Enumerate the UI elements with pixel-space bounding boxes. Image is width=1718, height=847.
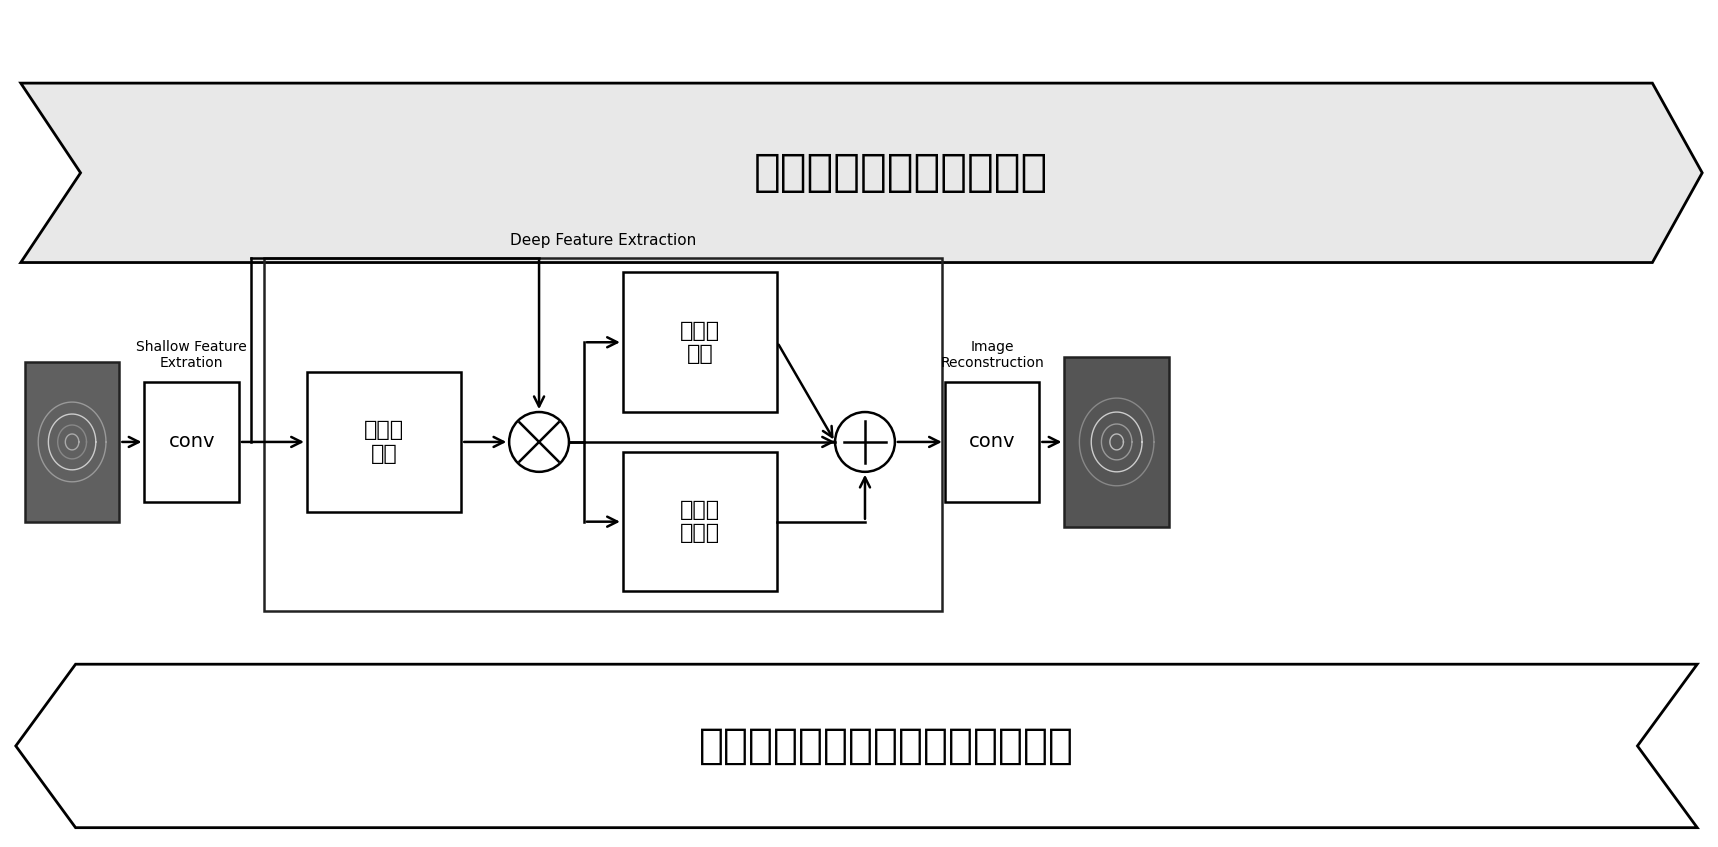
FancyBboxPatch shape: [945, 382, 1039, 501]
Text: 正过程（低质图像超分）: 正过程（低质图像超分）: [754, 152, 1048, 194]
FancyBboxPatch shape: [308, 372, 462, 512]
FancyBboxPatch shape: [144, 382, 239, 501]
Text: Deep Feature Extraction: Deep Feature Extraction: [510, 233, 696, 247]
Text: conv: conv: [969, 433, 1015, 451]
Polygon shape: [21, 83, 1703, 263]
Text: 通道注
意力: 通道注 意力: [364, 420, 404, 463]
Text: 空间频
域模块: 空间频 域模块: [680, 500, 720, 543]
FancyBboxPatch shape: [24, 363, 120, 522]
FancyBboxPatch shape: [1065, 357, 1168, 527]
FancyBboxPatch shape: [624, 452, 777, 591]
Text: 逆过程（超分图像降采样、压缩）: 逆过程（超分图像降采样、压缩）: [699, 725, 1074, 767]
Polygon shape: [15, 664, 1697, 828]
Text: conv: conv: [168, 433, 215, 451]
Text: Shallow Feature
Extration: Shallow Feature Extration: [136, 340, 247, 370]
FancyBboxPatch shape: [624, 273, 777, 412]
Text: Image
Reconstruction: Image Reconstruction: [940, 340, 1045, 370]
Text: 空间注
意力: 空间注 意力: [680, 321, 720, 364]
